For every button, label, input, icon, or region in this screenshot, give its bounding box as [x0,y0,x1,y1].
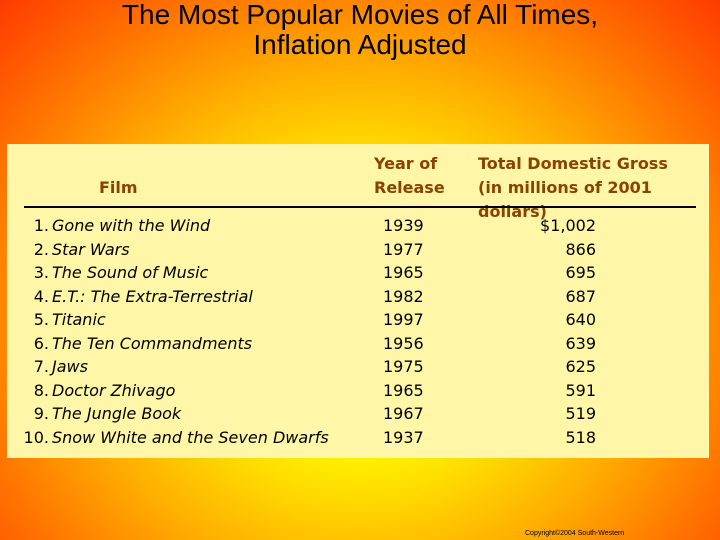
table-row: 5. Titanic 1997 640 [7,308,709,332]
table-row: 6. The Ten Commandments 1956 639 [7,332,709,356]
slide-title-line-2: Inflation Adjusted [253,29,467,60]
year-cell: 1967 [383,404,424,423]
gross-cell: 687 [565,286,596,306]
gross-cell: 591 [565,380,596,400]
film-cell: The Sound of Music [52,263,209,282]
rank-cell: 7. [33,357,49,376]
year-header-line-1: Year of [374,154,438,173]
table-row: 8. Doctor Zhivago 1965 591 [7,379,709,403]
year-cell: 1977 [383,239,424,259]
year-cell: 1965 [383,380,424,400]
gross-cell: $1,002 [540,216,596,235]
year-cell: 1982 [383,286,424,306]
year-cell: 1975 [383,357,424,376]
rank-cell: 10. [23,427,49,447]
copyright-notice: Copyright©2004 South-Western [525,530,625,537]
year-cell: 1937 [383,427,424,447]
gross-cell: 866 [565,239,596,259]
film-cell: The Jungle Book [52,404,182,423]
rank-cell: 6. [33,333,49,353]
gross-column-header: Total Domestic Gross (in millions of 200… [478,152,709,224]
gross-cell: 695 [565,263,596,282]
year-cell: 1997 [383,310,424,329]
table-row: 7. Jaws 1975 625 [7,355,709,379]
gross-cell: 639 [565,333,596,353]
year-header-line-2: Release [374,178,445,197]
table-row: 3. The Sound of Music 1965 695 [7,261,709,285]
film-cell: Star Wars [52,239,130,259]
rank-cell: 9. [33,404,49,423]
film-cell: The Ten Commandments [52,333,253,353]
table-row: 10. Snow White and the Seven Dwarfs 1937… [7,426,709,450]
rank-cell: 2. [33,239,49,259]
rank-cell: 4. [33,286,49,306]
rank-cell: 1. [33,216,49,235]
gross-cell: 519 [565,404,596,423]
header-divider [24,206,696,208]
slide-title: The Most Popular Movies of All Times, In… [0,0,720,60]
rank-cell: 3. [33,263,49,282]
year-cell: 1939 [383,216,424,235]
table-row: 2. Star Wars 1977 866 [7,238,709,262]
rank-cell: 5. [33,310,49,329]
slide-title-line-1: The Most Popular Movies of All Times, [121,0,599,30]
gross-cell: 625 [565,357,596,376]
film-cell: Snow White and the Seven Dwarfs [52,427,329,447]
gross-cell: 518 [565,427,596,447]
table-row: 9. The Jungle Book 1967 519 [7,402,709,426]
year-cell: 1956 [383,333,424,353]
film-cell: Doctor Zhivago [52,380,176,400]
film-cell: Jaws [52,357,88,376]
film-cell: Gone with the Wind [52,216,211,235]
gross-cell: 640 [565,310,596,329]
film-column-header: Film [99,178,138,197]
rank-cell: 8. [33,380,49,400]
film-cell: E.T.: The Extra-Terrestrial [52,286,253,306]
table-row: 1. Gone with the Wind 1939 $1,002 [7,214,709,238]
table-row: 4. E.T.: The Extra-Terrestrial 1982 687 [7,285,709,309]
table-body: 1. Gone with the Wind 1939 $1,002 2. Sta… [7,214,709,449]
gross-header-line-1: Total Domestic Gross [478,154,668,173]
film-cell: Titanic [52,310,106,329]
year-cell: 1965 [383,263,424,282]
movies-table: Film Year of Release Total Domestic Gros… [7,144,709,458]
year-column-header: Year of Release [374,152,445,200]
